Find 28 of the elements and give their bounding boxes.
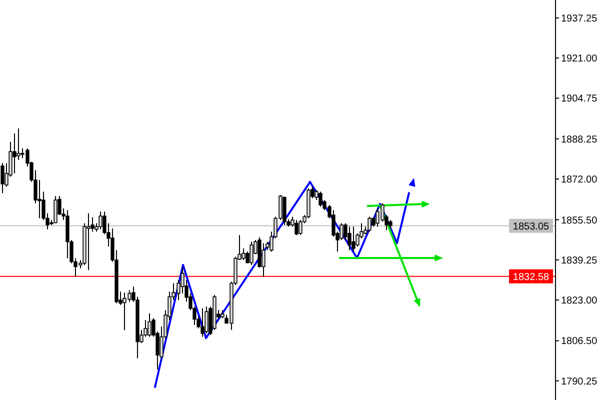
candlestick <box>294 220 298 236</box>
candlestick <box>348 226 352 251</box>
y-tick-label: 1888.25 <box>561 134 598 146</box>
candlestick <box>318 191 322 208</box>
candlestick <box>250 241 254 266</box>
candlestick <box>368 216 372 232</box>
candlestick <box>12 132 16 174</box>
y-tick-label: 1823.00 <box>561 296 598 306</box>
y-tick-label: 1806.50 <box>561 336 598 348</box>
candlestick <box>16 128 20 160</box>
candlestick <box>54 196 58 224</box>
y-tick-label: 1921.00 <box>561 54 598 65</box>
ref-line-label: 1853.05 <box>512 221 550 232</box>
y-tick-label: 1872.00 <box>561 174 598 186</box>
candlestick <box>262 242 266 278</box>
y-tick-label: 1790.25 <box>561 376 598 388</box>
y-tick-label: 1904.75 <box>561 94 598 105</box>
candlestick <box>200 308 204 338</box>
ref-line-label: 1832.58 <box>512 272 550 283</box>
y-tick-label: 1855.50 <box>561 215 598 226</box>
y-tick-label: 1937.25 <box>561 13 598 24</box>
candlestick <box>204 306 208 334</box>
candlestick <box>148 312 152 338</box>
candlestick <box>86 212 90 271</box>
candlestick <box>98 211 102 230</box>
y-tick-label: 1839.25 <box>561 255 598 266</box>
candlestick <box>0 162 4 194</box>
candlestick <box>352 226 356 252</box>
